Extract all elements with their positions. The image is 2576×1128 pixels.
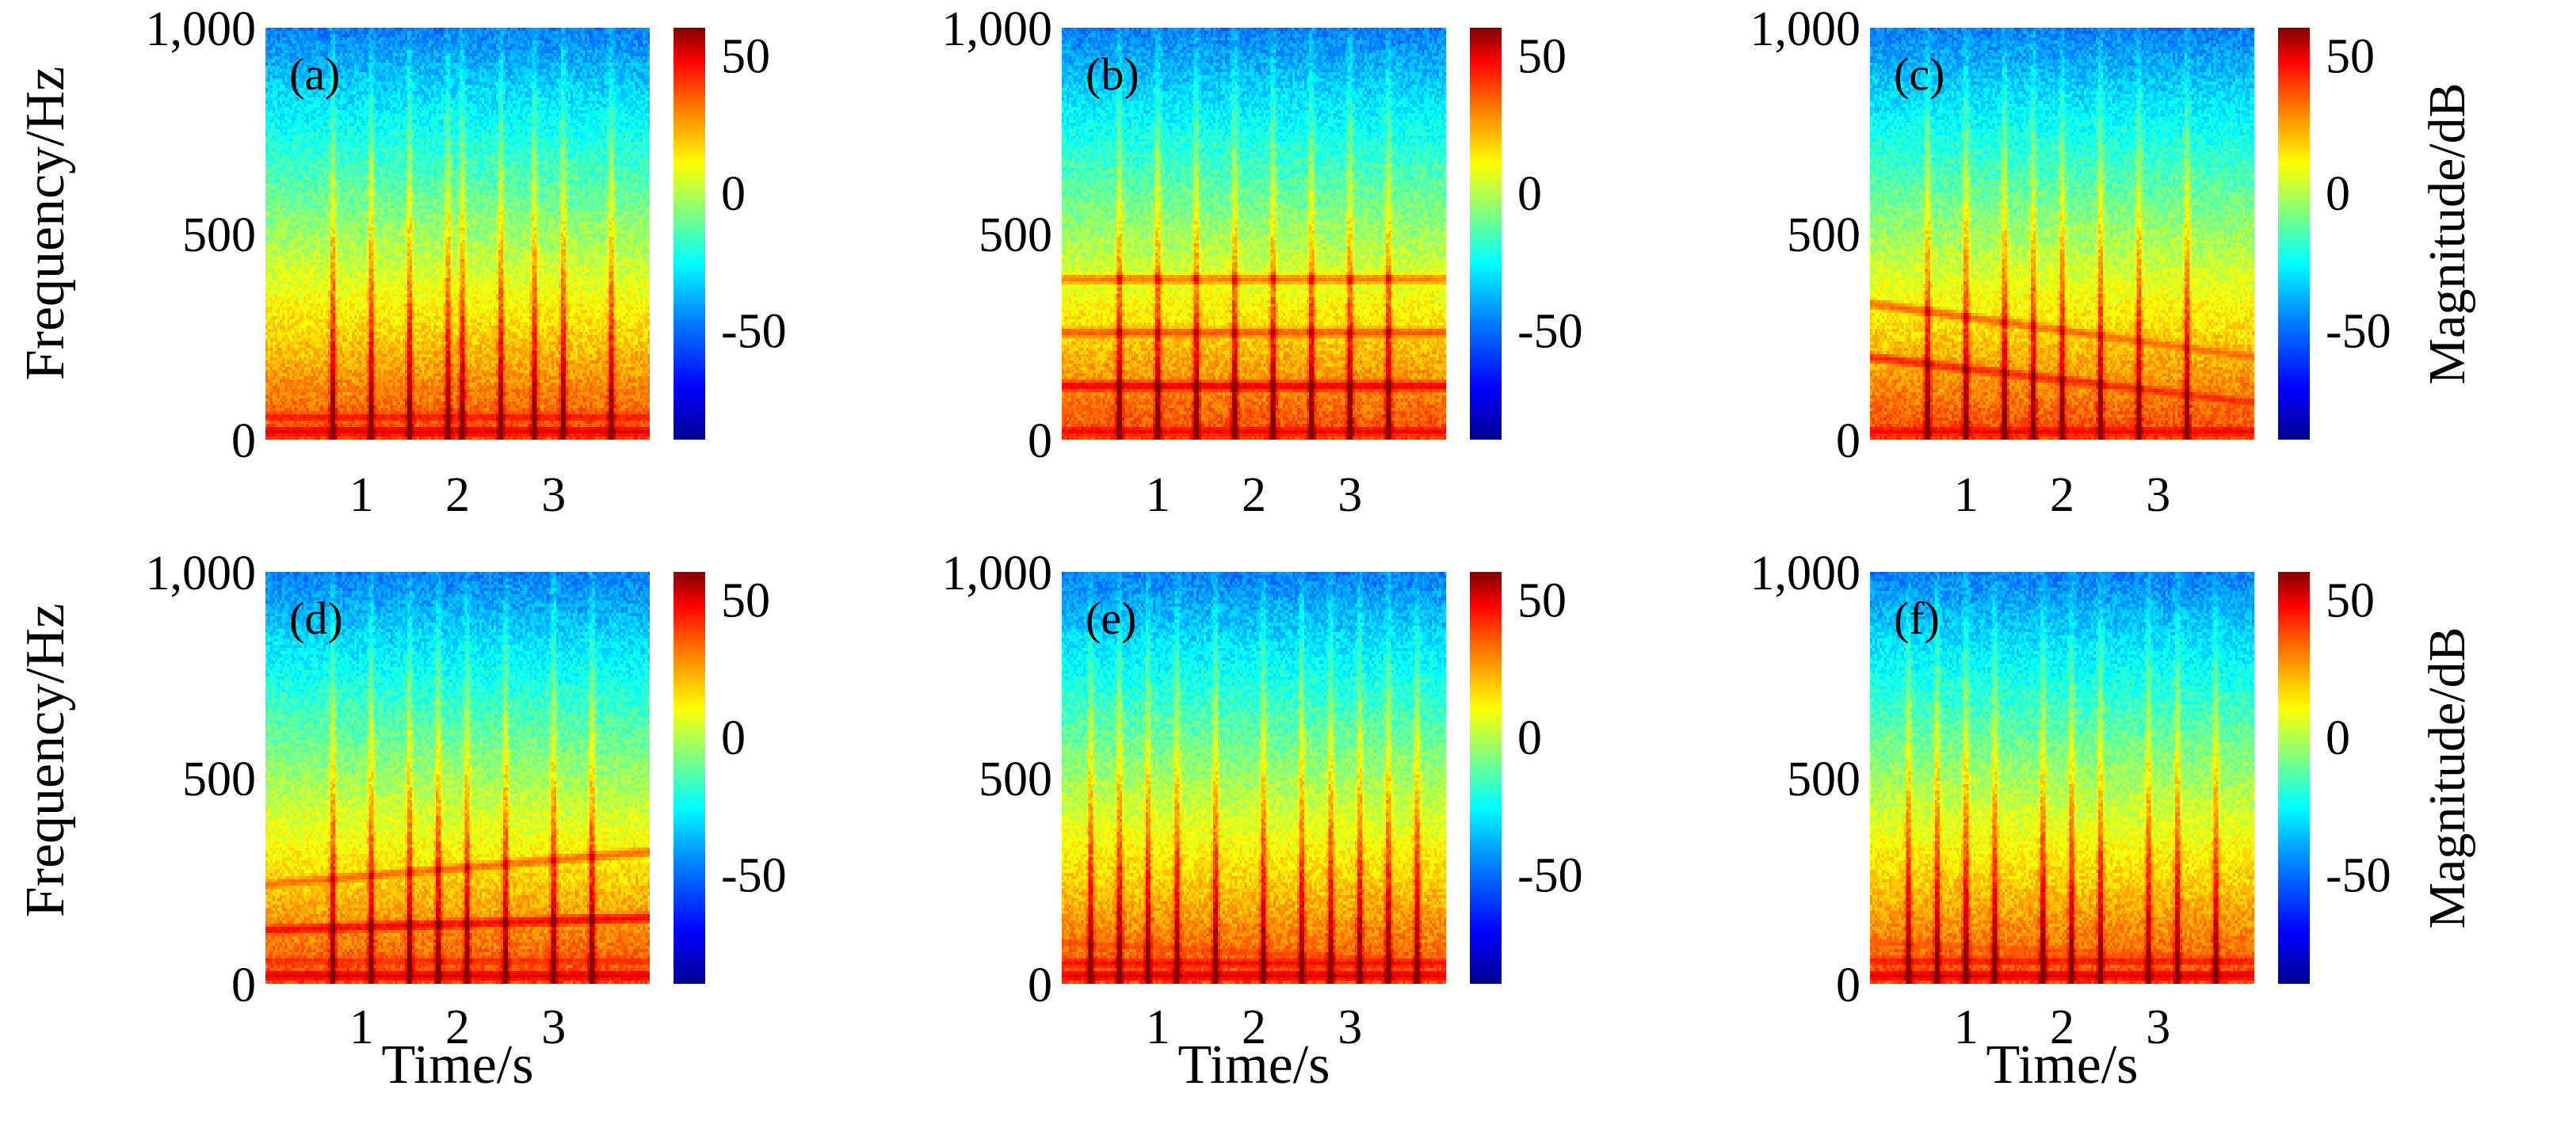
colorbar-tick-label: -50 bbox=[721, 848, 787, 902]
panel-label-c: (c) bbox=[1894, 48, 1944, 100]
colorbar-tick-label: -50 bbox=[2326, 304, 2391, 358]
x-tick-label: 3 bbox=[1338, 468, 1362, 522]
x-axis-label-e: Time/s bbox=[1178, 1035, 1330, 1096]
y-tick-label: 0 bbox=[1028, 958, 1052, 1012]
y-tick-label: 500 bbox=[1787, 753, 1860, 806]
x-tick-label: 1 bbox=[1146, 1000, 1170, 1054]
colorbar-tick-label: 50 bbox=[1517, 30, 1567, 84]
x-tick-label: 2 bbox=[445, 1000, 470, 1054]
spectrogram-e bbox=[1062, 572, 1446, 984]
colorbar-tick-label: 0 bbox=[1517, 167, 1542, 221]
x-tick-label: 2 bbox=[445, 468, 470, 522]
y-tick-label: 1,000 bbox=[1750, 547, 1861, 600]
colorbar-c bbox=[2278, 28, 2310, 440]
x-tick-label: 2 bbox=[1242, 1000, 1266, 1054]
colorbar-b bbox=[1470, 28, 1502, 440]
y-tick-label: 1,000 bbox=[1750, 2, 1861, 56]
panel-label-e: (e) bbox=[1086, 593, 1136, 644]
colorbar-a bbox=[674, 28, 705, 440]
panel-label-d: (d) bbox=[289, 593, 343, 644]
y-tick-label: 500 bbox=[182, 208, 256, 262]
colorbar-label-f: Magnitude/dB bbox=[2418, 627, 2476, 928]
colorbar-tick-label: 50 bbox=[2326, 574, 2375, 628]
spectrogram-f bbox=[1870, 572, 2254, 984]
y-tick-label: 0 bbox=[1028, 414, 1052, 468]
panel-label-b: (b) bbox=[1086, 48, 1139, 100]
colorbar-label-c: Magnitude/dB bbox=[2418, 82, 2476, 384]
x-tick-label: 3 bbox=[2146, 1000, 2170, 1054]
spectrogram-b bbox=[1062, 28, 1446, 440]
x-axis-label-d: Time/s bbox=[382, 1035, 534, 1096]
colorbar-tick-label: 50 bbox=[1517, 574, 1567, 628]
x-tick-label: 1 bbox=[1146, 468, 1170, 522]
colorbar-tick-label: 0 bbox=[1517, 711, 1542, 765]
y-tick-label: 1,000 bbox=[942, 2, 1053, 56]
y-tick-label: 0 bbox=[1836, 414, 1860, 468]
x-tick-label: 3 bbox=[541, 468, 566, 522]
colorbar-tick-label: 50 bbox=[2326, 30, 2375, 84]
spectrogram-d bbox=[265, 572, 650, 984]
y-axis-label-bottom: Frequency/Hz bbox=[15, 604, 76, 918]
colorbar-tick-label: -50 bbox=[721, 304, 787, 358]
y-tick-label: 500 bbox=[979, 753, 1052, 806]
colorbar-tick-label: 50 bbox=[721, 30, 770, 84]
y-tick-label: 0 bbox=[1836, 958, 1860, 1012]
x-tick-label: 3 bbox=[1338, 1000, 1362, 1054]
colorbar-tick-label: 0 bbox=[2326, 167, 2350, 221]
y-tick-label: 500 bbox=[979, 208, 1052, 262]
y-tick-label: 1,000 bbox=[146, 2, 257, 56]
spectrogram-a bbox=[265, 28, 650, 440]
panel-label-f: (f) bbox=[1894, 593, 1940, 644]
colorbar-tick-label: 0 bbox=[721, 167, 746, 221]
y-tick-label: 500 bbox=[1787, 208, 1860, 262]
x-tick-label: 3 bbox=[541, 1000, 566, 1054]
y-tick-label: 0 bbox=[231, 414, 256, 468]
colorbar-d bbox=[674, 572, 705, 984]
y-tick-label: 1,000 bbox=[146, 547, 257, 600]
panel-label-a: (a) bbox=[289, 48, 340, 100]
spectrogram-c bbox=[1870, 28, 2254, 440]
x-tick-label: 1 bbox=[349, 1000, 374, 1054]
colorbar-tick-label: 0 bbox=[2326, 711, 2350, 765]
colorbar-tick-label: 50 bbox=[721, 574, 770, 628]
colorbar-tick-label: -50 bbox=[1517, 304, 1583, 358]
y-axis-label-top: Frequency/Hz bbox=[15, 67, 76, 381]
colorbar-tick-label: 0 bbox=[721, 711, 746, 765]
y-tick-label: 1,000 bbox=[942, 547, 1053, 600]
y-tick-label: 0 bbox=[231, 958, 256, 1012]
x-tick-label: 2 bbox=[1242, 468, 1266, 522]
colorbar-tick-label: -50 bbox=[2326, 848, 2391, 902]
x-tick-label: 1 bbox=[1954, 1000, 1979, 1054]
y-tick-label: 500 bbox=[182, 753, 256, 806]
colorbar-e bbox=[1470, 572, 1502, 984]
x-axis-label-f: Time/s bbox=[1986, 1035, 2139, 1096]
x-tick-label: 2 bbox=[2050, 468, 2074, 522]
x-tick-label: 1 bbox=[349, 468, 374, 522]
colorbar-f bbox=[2278, 572, 2310, 984]
x-tick-label: 2 bbox=[2050, 1000, 2074, 1054]
x-tick-label: 3 bbox=[2146, 468, 2170, 522]
colorbar-tick-label: -50 bbox=[1517, 848, 1583, 902]
x-tick-label: 1 bbox=[1954, 468, 1979, 522]
